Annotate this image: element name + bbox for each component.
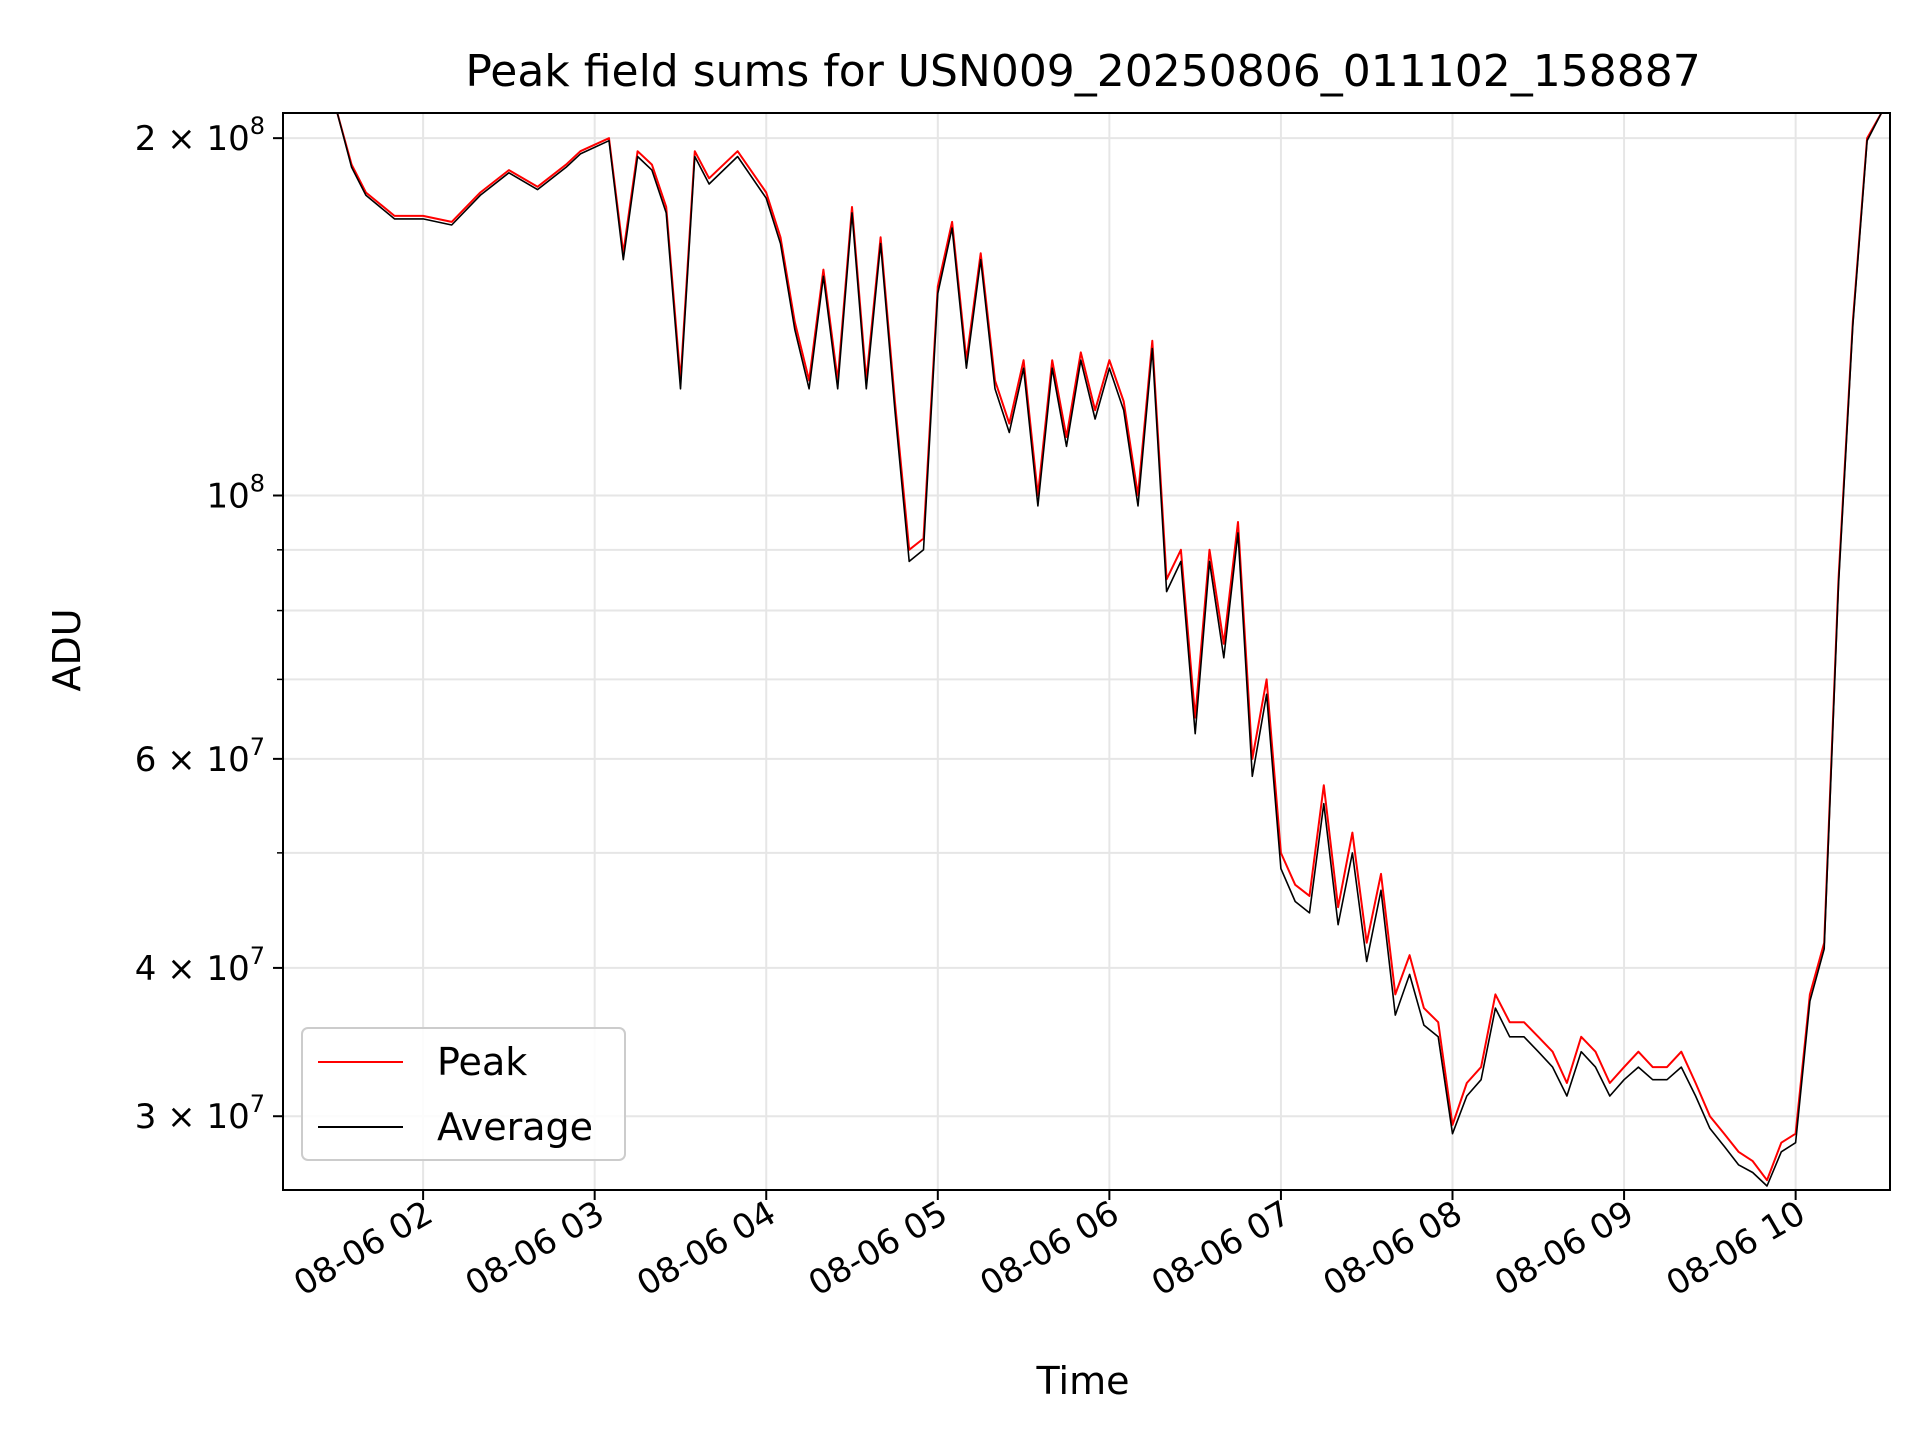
series-line-average: [336, 113, 1883, 1187]
legend-average-label: Average: [437, 1105, 593, 1149]
y-axis-ticks: 3 × 107 4 × 107 6 × 107 108 2 × 108: [135, 112, 283, 1137]
grid-lines: [283, 113, 1890, 1190]
y-tick-label: 6 × 107: [135, 733, 265, 780]
series-layer: [336, 113, 1883, 1187]
legend-peak-label: Peak: [437, 1040, 527, 1084]
legend: Peak Average: [301, 1027, 626, 1161]
y-tick-label: 3 × 107: [135, 1090, 265, 1137]
y-tick-label: 2 × 108: [135, 112, 265, 159]
y-axis-label: ADU: [45, 608, 89, 691]
chart-title: Peak field sums for USN009_20250806_0111…: [465, 46, 1700, 97]
y-tick-label: 4 × 107: [135, 942, 265, 989]
y-tick-label: 108: [206, 470, 265, 517]
x-axis-label: Time: [1036, 1359, 1130, 1403]
plot-frame: [282, 112, 1891, 1191]
